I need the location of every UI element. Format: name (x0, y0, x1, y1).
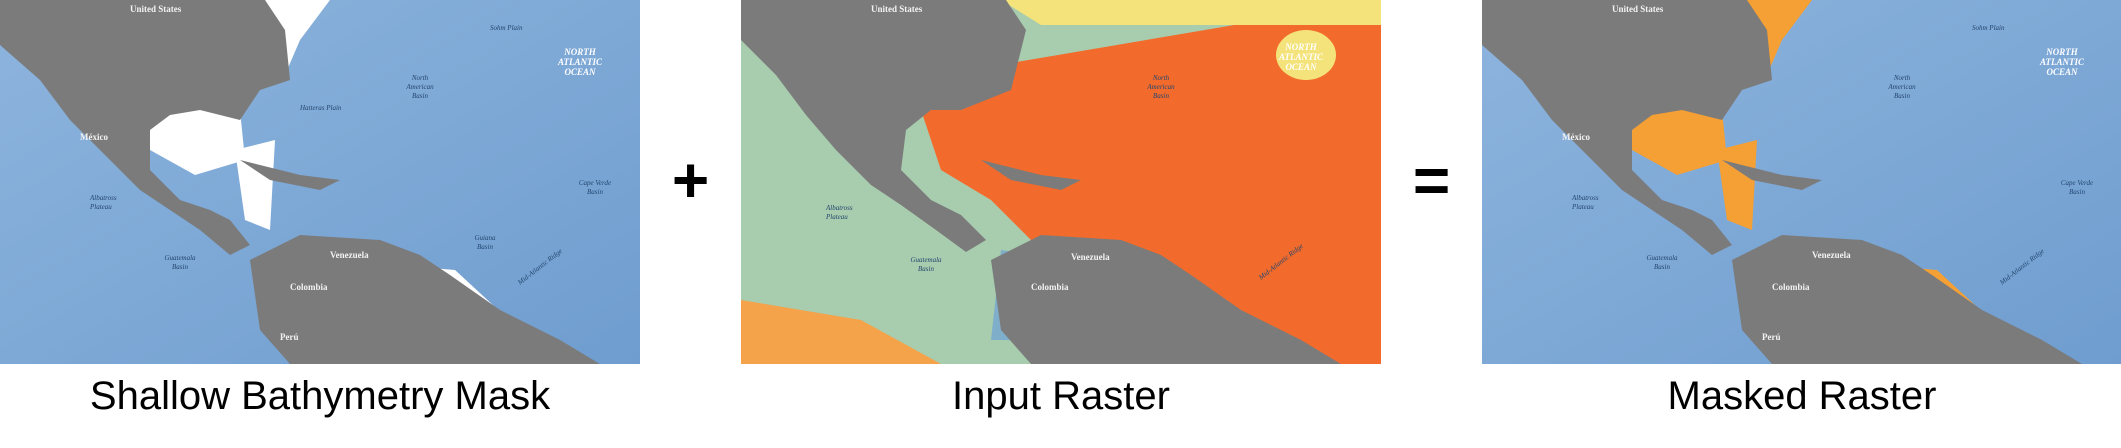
label-peru: Perú (1762, 332, 1781, 342)
mask-shelf-gulf-mexico (150, 110, 245, 175)
masked-raster-map: United States NORTH ATLANTIC OCEAN North… (1482, 0, 2121, 364)
south-america-land (991, 235, 1341, 364)
label-cape-verde-1: Cape Verde (2061, 179, 2093, 187)
cuba-land (981, 160, 1081, 190)
mask-map-panel: United States NORTH ATLANTIC OCEAN North… (0, 0, 640, 364)
raster-warm-region (911, 0, 1381, 364)
input-raster-panel: United States NORTH ATLANTIC OCEAN North… (741, 0, 1381, 364)
south-america-land (250, 235, 600, 364)
label-venezuela: Venezuela (330, 250, 369, 260)
label-albatross-1: Albatross (1571, 194, 1599, 202)
caption-masked-raster: Masked Raster (1667, 374, 1937, 418)
label-guatemala-1: Guatemala (1646, 254, 1678, 262)
cuba-land (1722, 160, 1822, 190)
label-na-basin-1: North (411, 74, 429, 82)
label-guatemala-2: Basin (1654, 263, 1670, 271)
north-america-land (0, 0, 290, 255)
label-colombia: Colombia (1772, 282, 1810, 292)
raster-north-band (1001, 0, 1381, 25)
masked-shelf-gulf-mexico (1632, 110, 1727, 175)
plus-operator: + (671, 144, 710, 216)
label-hatteras-plain: Hatteras Plain (299, 104, 342, 112)
label-guiana-1: Guiana (475, 234, 497, 242)
mask-map: United States NORTH ATLANTIC OCEAN North… (0, 0, 640, 364)
label-sohm-plain: Sohm Plain (490, 24, 523, 32)
label-north-atlantic-1: NORTH (2045, 47, 2078, 57)
label-albatross-1: Albatross (89, 194, 117, 202)
label-peru: Perú (280, 332, 299, 342)
label-guatemala-1: Guatemala (164, 254, 196, 262)
cuba-land (240, 160, 340, 190)
caption-shallow-bathymetry-mask: Shallow Bathymetry Mask (89, 374, 551, 418)
label-albatross-2: Plateau (825, 213, 848, 221)
equals-operator: = (1412, 144, 1451, 216)
label-albatross-2: Plateau (1571, 203, 1594, 211)
masked-raster-panel: United States NORTH ATLANTIC OCEAN North… (1482, 0, 2121, 364)
label-north-atlantic-3: OCEAN (564, 67, 596, 77)
south-america-land (1732, 235, 2082, 364)
label-north-atlantic-2: ATLANTIC (1278, 52, 1324, 62)
label-na-basin-3: Basin (412, 92, 428, 100)
label-venezuela: Venezuela (1812, 250, 1851, 260)
label-na-basin-1: North (1893, 74, 1911, 82)
label-cape-verde-1: Cape Verde (579, 179, 611, 187)
label-colombia: Colombia (290, 282, 328, 292)
label-guatemala-1: Guatemala (910, 256, 942, 264)
label-north-atlantic-3: OCEAN (1285, 62, 1317, 72)
label-na-basin-3: Basin (1153, 92, 1169, 100)
label-na-basin-1: North (1152, 74, 1170, 82)
label-colombia: Colombia (1031, 282, 1069, 292)
input-raster-map: United States NORTH ATLANTIC OCEAN North… (741, 0, 1381, 364)
label-na-basin-2: American (1146, 83, 1175, 91)
label-guiana-2: Basin (477, 243, 493, 251)
label-na-basin-2: American (1887, 83, 1916, 91)
raster-north-atlantic-patch (1276, 30, 1336, 80)
label-na-basin-3: Basin (1894, 92, 1910, 100)
label-guatemala-2: Basin (918, 265, 934, 273)
label-mexico: México (80, 132, 108, 142)
label-united-states: United States (130, 4, 182, 14)
label-north-atlantic-1: NORTH (1284, 42, 1317, 52)
label-albatross-2: Plateau (89, 203, 112, 211)
label-united-states: United States (1612, 4, 1664, 14)
label-north-atlantic-2: ATLANTIC (2039, 57, 2085, 67)
raster-south-warm (741, 300, 941, 364)
caption-input-raster: Input Raster (952, 374, 1170, 418)
label-united-states: United States (871, 4, 923, 14)
label-mexico: México (1562, 132, 1590, 142)
label-venezuela: Venezuela (1071, 252, 1110, 262)
label-cape-verde-2: Basin (587, 188, 603, 196)
label-cape-verde-2: Basin (2069, 188, 2085, 196)
label-sohm-plain: Sohm Plain (1972, 24, 2005, 32)
north-america-land (1482, 0, 1772, 255)
label-albatross-1: Albatross (825, 204, 853, 212)
label-guatemala-2: Basin (172, 263, 188, 271)
north-america-land (741, 0, 1026, 252)
label-na-basin-2: American (405, 83, 434, 91)
label-north-atlantic-2: ATLANTIC (557, 57, 603, 67)
label-north-atlantic-3: OCEAN (2046, 67, 2078, 77)
label-north-atlantic-1: NORTH (563, 47, 596, 57)
